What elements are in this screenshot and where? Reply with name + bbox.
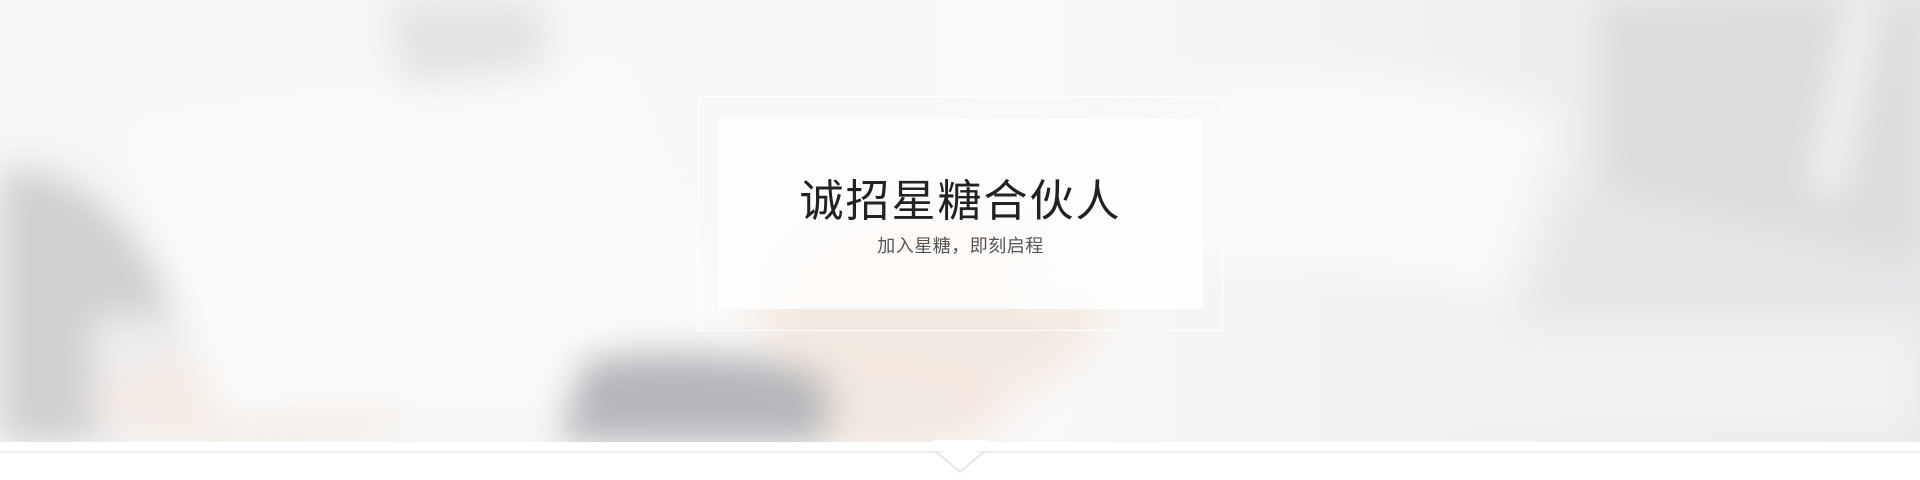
banner-subtitle: 加入星糖，即刻启程 xyxy=(877,236,1044,257)
title-card: 诚招星糖合伙人 加入星糖，即刻启程 xyxy=(718,119,1203,309)
chevron-down-icon xyxy=(933,440,987,474)
title-frame-border xyxy=(698,96,1223,331)
banner-title: 诚招星糖合伙人 xyxy=(799,176,1122,227)
